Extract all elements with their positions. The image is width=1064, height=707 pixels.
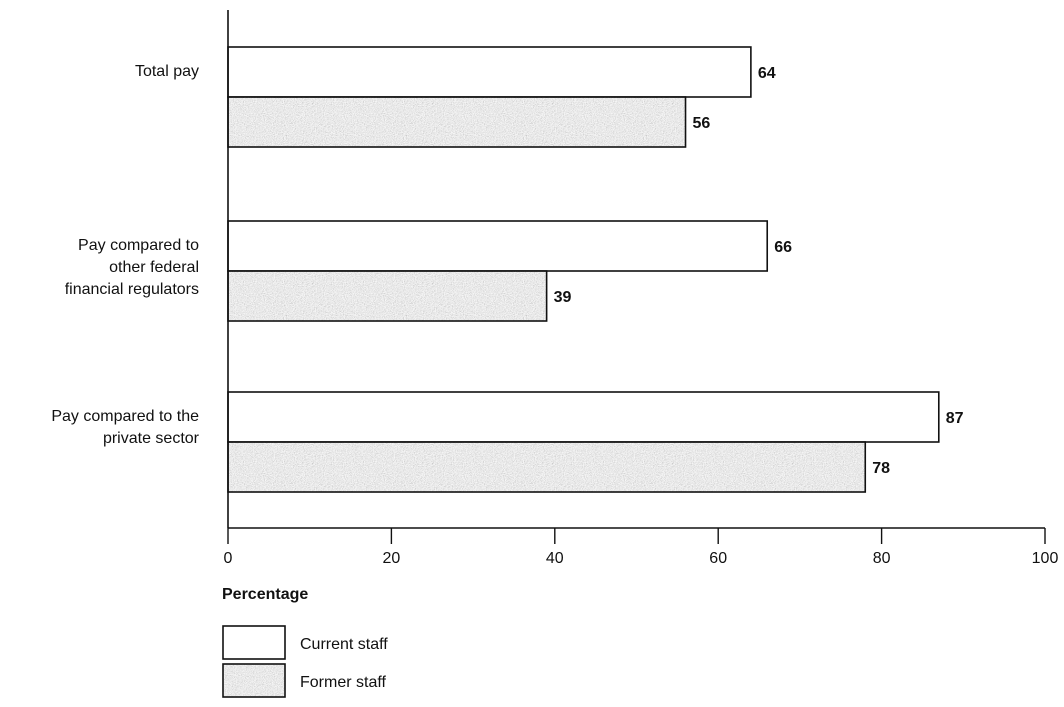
- x-axis-title: Percentage: [222, 586, 308, 603]
- current-staff-legend-swatch: [222, 625, 286, 660]
- data-label: 78: [872, 460, 890, 477]
- current-staff-bar-0: [227, 46, 752, 98]
- former-staff-legend-swatch: [222, 663, 286, 698]
- data-label: 39: [554, 289, 572, 306]
- plot-area: 64 66 87 56 39 78 0 20 40 60 80 100 Percentage Total …: [51, 10, 1058, 603]
- category-label: Total pay: [135, 63, 199, 80]
- x-tick-label: 20: [383, 550, 401, 567]
- category-label: Pay compared to the private sector: [51, 408, 199, 447]
- legend: Current staff Former staff: [222, 625, 388, 698]
- current-staff-bar-2: [227, 391, 940, 443]
- former-staff-bar-2: [227, 441, 867, 493]
- data-label: 64: [758, 65, 776, 82]
- current-staff-bar-1: [227, 220, 769, 272]
- data-label: 56: [693, 115, 711, 132]
- x-tick-label: 60: [709, 550, 727, 567]
- x-tick-label: 80: [873, 550, 891, 567]
- x-tick-label: 0: [224, 550, 233, 567]
- data-label: 66: [774, 239, 792, 256]
- legend-label: Current staff: [300, 636, 388, 653]
- x-tick-label: 40: [546, 550, 564, 567]
- data-label: 87: [946, 410, 964, 427]
- category-label: Pay compared to other federal financial re…: [65, 237, 199, 298]
- legend-label: Former staff: [300, 674, 387, 691]
- former-staff-bar-0: [227, 96, 687, 148]
- former-staff-bar-1: [227, 270, 548, 322]
- x-tick-label: 100: [1032, 550, 1059, 567]
